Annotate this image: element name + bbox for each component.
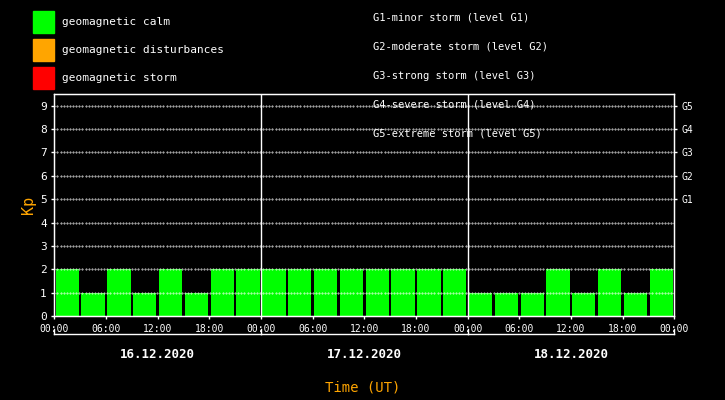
Text: G2-moderate storm (level G2): G2-moderate storm (level G2)	[373, 42, 548, 52]
Bar	[314, 269, 337, 316]
Bar	[443, 269, 466, 316]
Bar	[547, 269, 570, 316]
Bar	[56, 269, 79, 316]
Bar	[185, 293, 208, 316]
Bar	[340, 269, 363, 316]
Y-axis label: Kp: Kp	[21, 196, 36, 214]
Text: geomagnetic storm: geomagnetic storm	[62, 73, 176, 83]
Bar	[572, 293, 595, 316]
Text: 17.12.2020: 17.12.2020	[327, 348, 402, 360]
Bar	[288, 269, 311, 316]
Bar	[107, 269, 130, 316]
Text: geomagnetic disturbances: geomagnetic disturbances	[62, 45, 223, 55]
Text: G3-strong storm (level G3): G3-strong storm (level G3)	[373, 70, 536, 81]
Bar	[81, 293, 104, 316]
Text: 18.12.2020: 18.12.2020	[534, 348, 608, 360]
Bar	[211, 269, 234, 316]
Bar	[159, 269, 182, 316]
Bar	[236, 269, 260, 316]
Text: G1-minor storm (level G1): G1-minor storm (level G1)	[373, 13, 530, 23]
Bar	[418, 269, 441, 316]
Bar	[133, 293, 157, 316]
Text: 16.12.2020: 16.12.2020	[120, 348, 195, 360]
Bar	[469, 293, 492, 316]
Bar	[262, 269, 286, 316]
Text: geomagnetic calm: geomagnetic calm	[62, 17, 170, 27]
Bar	[521, 293, 544, 316]
Text: Time (UT): Time (UT)	[325, 380, 400, 394]
Bar	[365, 269, 389, 316]
Bar	[650, 269, 673, 316]
Bar	[624, 293, 647, 316]
Bar	[494, 293, 518, 316]
Bar	[392, 269, 415, 316]
Bar	[598, 269, 621, 316]
Text: G4-severe storm (level G4): G4-severe storm (level G4)	[373, 99, 536, 109]
Text: G5-extreme storm (level G5): G5-extreme storm (level G5)	[373, 128, 542, 138]
